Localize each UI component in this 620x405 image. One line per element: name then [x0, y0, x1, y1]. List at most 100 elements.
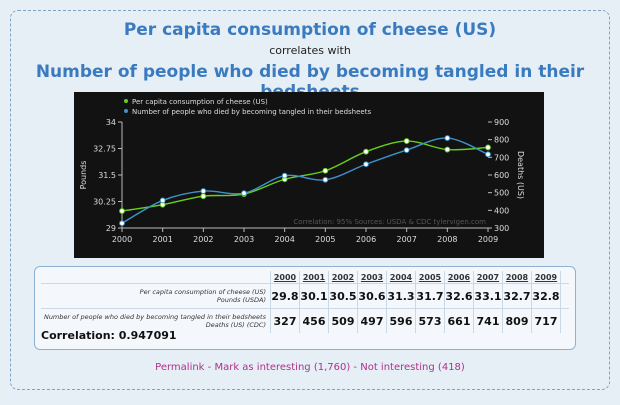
left-tick-label: 32.75: [93, 145, 116, 154]
right-tick-label: 900: [494, 118, 509, 127]
cheese-data-point: [200, 193, 207, 200]
cheese-value-cell: 30.6: [357, 283, 387, 309]
cheese-value-cell: 32.6: [444, 283, 474, 309]
bedsheets-series-line: [121, 137, 489, 224]
right-tick-label: 600: [494, 171, 509, 180]
bedsheets-data-point: [119, 220, 125, 227]
table-header-year: 2001: [299, 271, 329, 284]
bedsheets-value-cell: 573: [415, 308, 445, 333]
bedsheets-value-cell: 497: [357, 308, 387, 333]
right-tick-label: 500: [494, 189, 509, 198]
cheese-series-line: [121, 140, 489, 212]
x-tick-label: 2008: [437, 235, 457, 244]
bedsheets-value-cell: 661: [444, 308, 474, 333]
cheese-data-point: [444, 146, 451, 153]
bedsheets-value-cell: 596: [386, 308, 416, 333]
cheese-value-cell: 30.5: [328, 283, 358, 309]
bedsheets-data-point: [363, 161, 369, 168]
x-tick-label: 2003: [234, 235, 254, 244]
x-tick-label: 2005: [315, 235, 335, 244]
mark-interesting-link[interactable]: Mark as interesting (1,760): [214, 362, 351, 373]
left-axis-title: Pounds: [79, 161, 88, 190]
title-connector: correlates with: [269, 44, 351, 57]
chart-svg: 29 30.25 31.5 32.75 34 300 400 500 600 700 800 900 2…: [79, 98, 525, 244]
cheese-value-cell: 31.7: [415, 283, 445, 309]
table-header-year: 2002: [328, 271, 358, 284]
bedsheets-data-point: [403, 147, 410, 153]
cheese-data-point: [119, 208, 125, 214]
data-table: 2000 2001 2002 2003 2004 2005 2006 2007 2008 2009…: [41, 271, 569, 333]
row-label-cheese: Per capita consumption of cheese (US) Po…: [41, 283, 271, 309]
cheese-value-cell: 29.8: [270, 283, 300, 309]
chart-panel: 29 30.25 31.5 32.75 34 300 400 500 600 700 800 900 2…: [74, 92, 544, 258]
left-tick-label: 29: [106, 224, 116, 233]
x-tick-label: 2002: [193, 235, 213, 244]
x-tick-label: 2000: [112, 235, 132, 244]
correlation-text: Correlation: 0.947091: [41, 329, 177, 342]
cheese-value-cell: 30.1: [299, 283, 329, 309]
bedsheets-data-point: [485, 151, 491, 158]
table-pad-cell: [560, 283, 569, 309]
bedsheets-data-point: [241, 190, 247, 197]
row-label-cheese-line1: Per capita consumption of cheese (US): [139, 288, 266, 296]
bedsheets-legend-label: Number of people who died by becoming ta…: [132, 108, 371, 116]
cheese-value-cell: 32.8: [531, 283, 561, 309]
x-tick-label: 2007: [396, 235, 416, 244]
permalink-link[interactable]: Permalink: [155, 362, 205, 373]
right-tick-label: 300: [494, 224, 509, 233]
bedsheets-data-point: [200, 188, 207, 194]
watermark-text: Correlation: 95% Sources: USDA & CDC tyl…: [293, 218, 486, 226]
table-header-year: 2003: [357, 271, 387, 284]
footer-links: Permalink - Mark as interesting (1,760) …: [0, 362, 620, 373]
right-tick-label: 800: [494, 136, 509, 145]
cheese-value-cell: 31.3: [386, 283, 416, 309]
cheese-data-point: [363, 148, 369, 155]
row-label-bedsheets: Number of people who died by becoming ta…: [41, 308, 271, 333]
cheese-legend-marker: [124, 99, 128, 103]
table-header-year: 2004: [386, 271, 416, 284]
row-label-bedsheets-line1: Number of people who died by becoming ta…: [43, 313, 266, 321]
cheese-data-point: [403, 138, 410, 144]
x-tick-label: 2001: [152, 235, 172, 244]
bedsheets-value-cell: 741: [473, 308, 503, 333]
table-header-year: 2006: [444, 271, 474, 284]
table-header-pad: [560, 271, 569, 284]
right-axis-title: Deaths (US): [516, 151, 525, 199]
bedsheets-value-cell: 327: [270, 308, 300, 333]
row-label-cheese-line2: Pounds (USDA): [216, 296, 266, 304]
table-header-year: 2009: [531, 271, 561, 284]
bedsheets-data-point: [444, 135, 451, 141]
left-tick-label: 34: [106, 118, 116, 127]
cheese-data-point: [322, 167, 329, 174]
table-header-year: 2007: [473, 271, 503, 284]
left-tick-label: 30.25: [93, 198, 116, 207]
right-tick-label: 700: [494, 153, 509, 162]
title-line1: Per capita consumption of cheese (US): [123, 20, 497, 40]
table-header-row: 2000 2001 2002 2003 2004 2005 2006 2007 2008 2009: [41, 271, 569, 284]
table-header-year: 2005: [415, 271, 445, 284]
bedsheets-data-point: [159, 197, 166, 204]
footer-separator-1: -: [204, 362, 215, 373]
right-tick-label: 400: [494, 206, 509, 215]
footer-separator-2: -: [350, 362, 361, 373]
data-table-panel: 2000 2001 2002 2003 2004 2005 2006 2007 2008 2009…: [34, 266, 576, 350]
table-header-year: 2008: [502, 271, 532, 284]
bedsheets-value-cell: 509: [328, 308, 358, 333]
bedsheets-data-point: [281, 172, 288, 179]
cheese-value-cell: 33.1: [473, 283, 503, 309]
left-tick-label: 31.5: [98, 171, 116, 180]
x-tick-label: 2004: [274, 235, 294, 244]
table-row-cheese: Per capita consumption of cheese (US) Po…: [41, 283, 569, 309]
bedsheets-data-point: [322, 176, 329, 183]
table-row-bedsheets: Number of people who died by becoming ta…: [41, 308, 569, 333]
bedsheets-legend-marker: [124, 109, 128, 113]
row-label-bedsheets-line2: Deaths (US) (CDC): [205, 321, 266, 329]
table-header-blank: [41, 271, 271, 284]
bedsheets-value-cell: 717: [531, 308, 561, 333]
x-tick-label: 2006: [356, 235, 376, 244]
x-tick-label: 2009: [478, 235, 498, 244]
cheese-legend-label: Per capita consumption of cheese (US): [132, 98, 268, 106]
bedsheets-value-cell: 809: [502, 308, 532, 333]
not-interesting-link[interactable]: Not interesting (418): [360, 362, 465, 373]
table-header-year: 2000: [270, 271, 300, 284]
